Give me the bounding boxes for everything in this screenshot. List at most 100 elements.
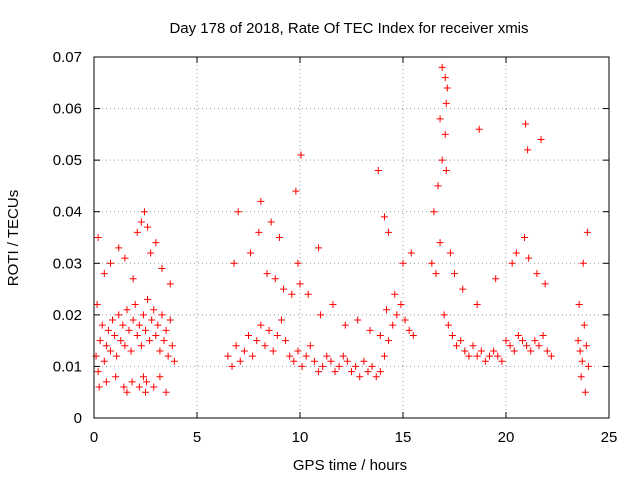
- data-point: [257, 197, 265, 205]
- data-point: [112, 373, 120, 381]
- data-point: [95, 383, 103, 391]
- data-point: [527, 347, 535, 355]
- data-point: [407, 249, 415, 257]
- data-point: [139, 311, 147, 319]
- data-point: [292, 187, 300, 195]
- data-point: [581, 388, 589, 396]
- data-point: [119, 321, 127, 329]
- data-point: [518, 337, 526, 345]
- data-point: [438, 156, 446, 164]
- data-point: [275, 234, 283, 241]
- data-point: [115, 311, 123, 319]
- data-point: [113, 352, 121, 360]
- data-point: [135, 321, 143, 329]
- data-point: [393, 311, 401, 319]
- data-point: [533, 270, 541, 278]
- data-point: [96, 337, 104, 345]
- data-point: [575, 301, 583, 309]
- data-point: [327, 357, 335, 365]
- data-point: [94, 234, 102, 241]
- data-point: [317, 311, 325, 319]
- data-point: [473, 352, 481, 360]
- data-point: [440, 311, 448, 319]
- data-point: [541, 280, 549, 288]
- data-point: [446, 249, 454, 257]
- data-point: [168, 342, 176, 350]
- data-point: [146, 337, 154, 345]
- data-point: [385, 337, 393, 345]
- data-point: [465, 352, 473, 360]
- data-point: [409, 331, 417, 339]
- data-point: [364, 368, 372, 376]
- data-point: [577, 373, 585, 381]
- data-point: [451, 270, 458, 278]
- data-point: [240, 347, 248, 355]
- data-point: [277, 316, 285, 324]
- data-point: [128, 378, 136, 386]
- data-point: [144, 295, 152, 303]
- data-point: [574, 337, 582, 345]
- data-point: [121, 342, 129, 350]
- data-point: [473, 301, 481, 309]
- y-tick-label: 0.06: [53, 101, 82, 118]
- data-point: [448, 331, 456, 339]
- data-point: [115, 244, 123, 252]
- data-point: [380, 213, 388, 221]
- data-point: [348, 368, 355, 376]
- data-point: [263, 270, 271, 278]
- x-tick-label: 10: [292, 429, 309, 446]
- data-point: [376, 368, 384, 376]
- data-point: [162, 388, 170, 396]
- data-point: [502, 337, 510, 345]
- data-point: [302, 352, 310, 360]
- data-point: [100, 270, 108, 278]
- data-point: [306, 342, 314, 350]
- data-point: [133, 331, 141, 339]
- data-point: [434, 182, 442, 190]
- data-point: [477, 347, 485, 355]
- data-point: [319, 362, 327, 370]
- x-ticks: 0 5 10 15 20 25: [90, 57, 617, 446]
- data-point: [354, 316, 362, 324]
- data-point: [372, 373, 380, 381]
- data-point: [144, 223, 152, 231]
- data-point: [430, 208, 438, 216]
- data-point: [521, 234, 529, 241]
- data-point: [432, 270, 440, 278]
- data-point: [106, 259, 114, 267]
- data-point: [304, 290, 312, 298]
- y-tick-label: 0.07: [53, 49, 82, 66]
- data-point: [329, 301, 337, 309]
- data-point: [310, 357, 318, 365]
- data-point: [380, 352, 388, 360]
- data-point: [481, 357, 489, 365]
- y-tick-label: 0.02: [53, 307, 82, 324]
- data-point: [142, 388, 149, 396]
- data-point: [389, 321, 397, 329]
- data-point: [98, 321, 106, 329]
- data-point: [547, 352, 555, 360]
- data-point: [162, 326, 170, 334]
- data-point: [335, 362, 343, 370]
- data-point: [523, 342, 531, 350]
- y-axis-label: ROTI / TECUs: [5, 190, 22, 286]
- data-point: [133, 228, 141, 236]
- data-point: [469, 342, 477, 350]
- data-point: [290, 357, 298, 365]
- data-point: [247, 249, 255, 257]
- plot-frame: [93, 56, 610, 419]
- data-point: [152, 331, 160, 339]
- data-point: [543, 347, 551, 355]
- data-point: [399, 259, 407, 267]
- data-point: [352, 362, 360, 370]
- data-point: [131, 301, 139, 309]
- data-point: [234, 208, 242, 216]
- data-point: [492, 275, 500, 283]
- data-point: [129, 275, 137, 283]
- chart-title: Day 178 of 2018, Rate Of TEC Index for r…: [169, 20, 528, 37]
- data-point: [514, 331, 522, 339]
- data-point: [236, 357, 244, 365]
- x-axis-label: GPS time / hours: [293, 457, 407, 474]
- data-point: [438, 63, 446, 71]
